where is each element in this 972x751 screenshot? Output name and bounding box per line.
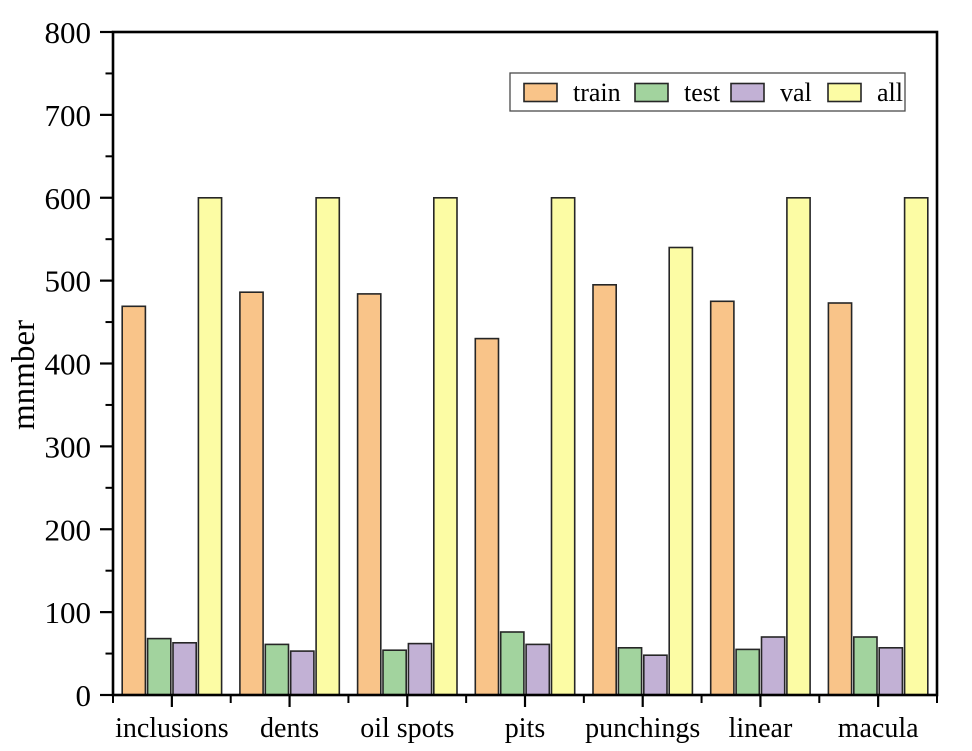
y-tick-label: 700 (45, 98, 92, 133)
y-tick-label: 800 (45, 15, 92, 50)
x-tick-label: oil spots (360, 713, 454, 744)
y-tick-label: 500 (45, 264, 92, 299)
bar-all-oil-spots (432, 197, 458, 696)
bar-train-dents (239, 291, 264, 696)
bar-all-linear (786, 197, 811, 696)
y-tick-label: 200 (45, 512, 92, 547)
x-tick-label: linear (729, 713, 793, 744)
bar-test-dents (264, 643, 290, 696)
y-axis-title: mnmber (6, 320, 42, 430)
legend: train test val all (509, 72, 906, 112)
bar-test-punchings (617, 646, 643, 696)
y-tick-label: 300 (45, 429, 92, 464)
bar-val-punchings (642, 654, 668, 696)
bar-test-pits (499, 631, 525, 696)
legend-label-train: train (573, 78, 621, 107)
bar-val-pits (525, 643, 551, 696)
bar-val-oil-spots (407, 642, 433, 696)
legend-swatch-all (827, 82, 862, 103)
bar-test-inclusions (146, 637, 172, 696)
legend-swatch-val (730, 82, 765, 103)
bar-all-inclusions (197, 197, 223, 696)
bar-train-punchings (592, 283, 618, 696)
bar-all-pits (550, 197, 576, 696)
bar-test-linear (735, 648, 761, 696)
y-tick-label: 100 (45, 595, 92, 630)
bar-train-pits (474, 337, 500, 696)
x-tick-label: macula (838, 713, 919, 744)
legend-label-val: val (780, 78, 812, 107)
legend-label-test: test (684, 78, 721, 107)
bar-val-dents (289, 650, 315, 696)
y-axis: 0 100 200 300 400 500 600 700 800 (45, 15, 113, 713)
bar-train-oil-spots (356, 293, 382, 696)
plot-frame (111, 30, 939, 697)
bars-group (121, 197, 929, 696)
legend-swatch-test (634, 82, 669, 103)
bar-train-macula (827, 302, 853, 696)
y-tick-label: 400 (45, 347, 92, 382)
bar-all-macula (903, 197, 929, 696)
legend-swatch-train (523, 82, 558, 103)
bar-all-punchings (668, 246, 694, 696)
x-tick-label: inclusions (115, 713, 229, 744)
legend-label-all: all (877, 78, 903, 107)
bar-all-dents (315, 197, 341, 696)
bar-val-inclusions (172, 641, 198, 696)
x-tick-label: dents (260, 713, 319, 744)
x-tick-label: pits (505, 713, 545, 744)
bar-val-macula (878, 646, 904, 696)
bar-test-oil-spots (382, 649, 408, 696)
x-tick-label: punchings (585, 713, 700, 744)
y-tick-label: 0 (76, 678, 92, 713)
x-axis: inclusions dents oil spots pits punchings lin… (112, 695, 938, 744)
bar-test-macula (852, 636, 878, 696)
bar-train-inclusions (121, 305, 147, 696)
bar-val-linear (760, 636, 786, 696)
y-tick-label: 600 (45, 181, 92, 216)
bar-train-linear (709, 300, 735, 696)
